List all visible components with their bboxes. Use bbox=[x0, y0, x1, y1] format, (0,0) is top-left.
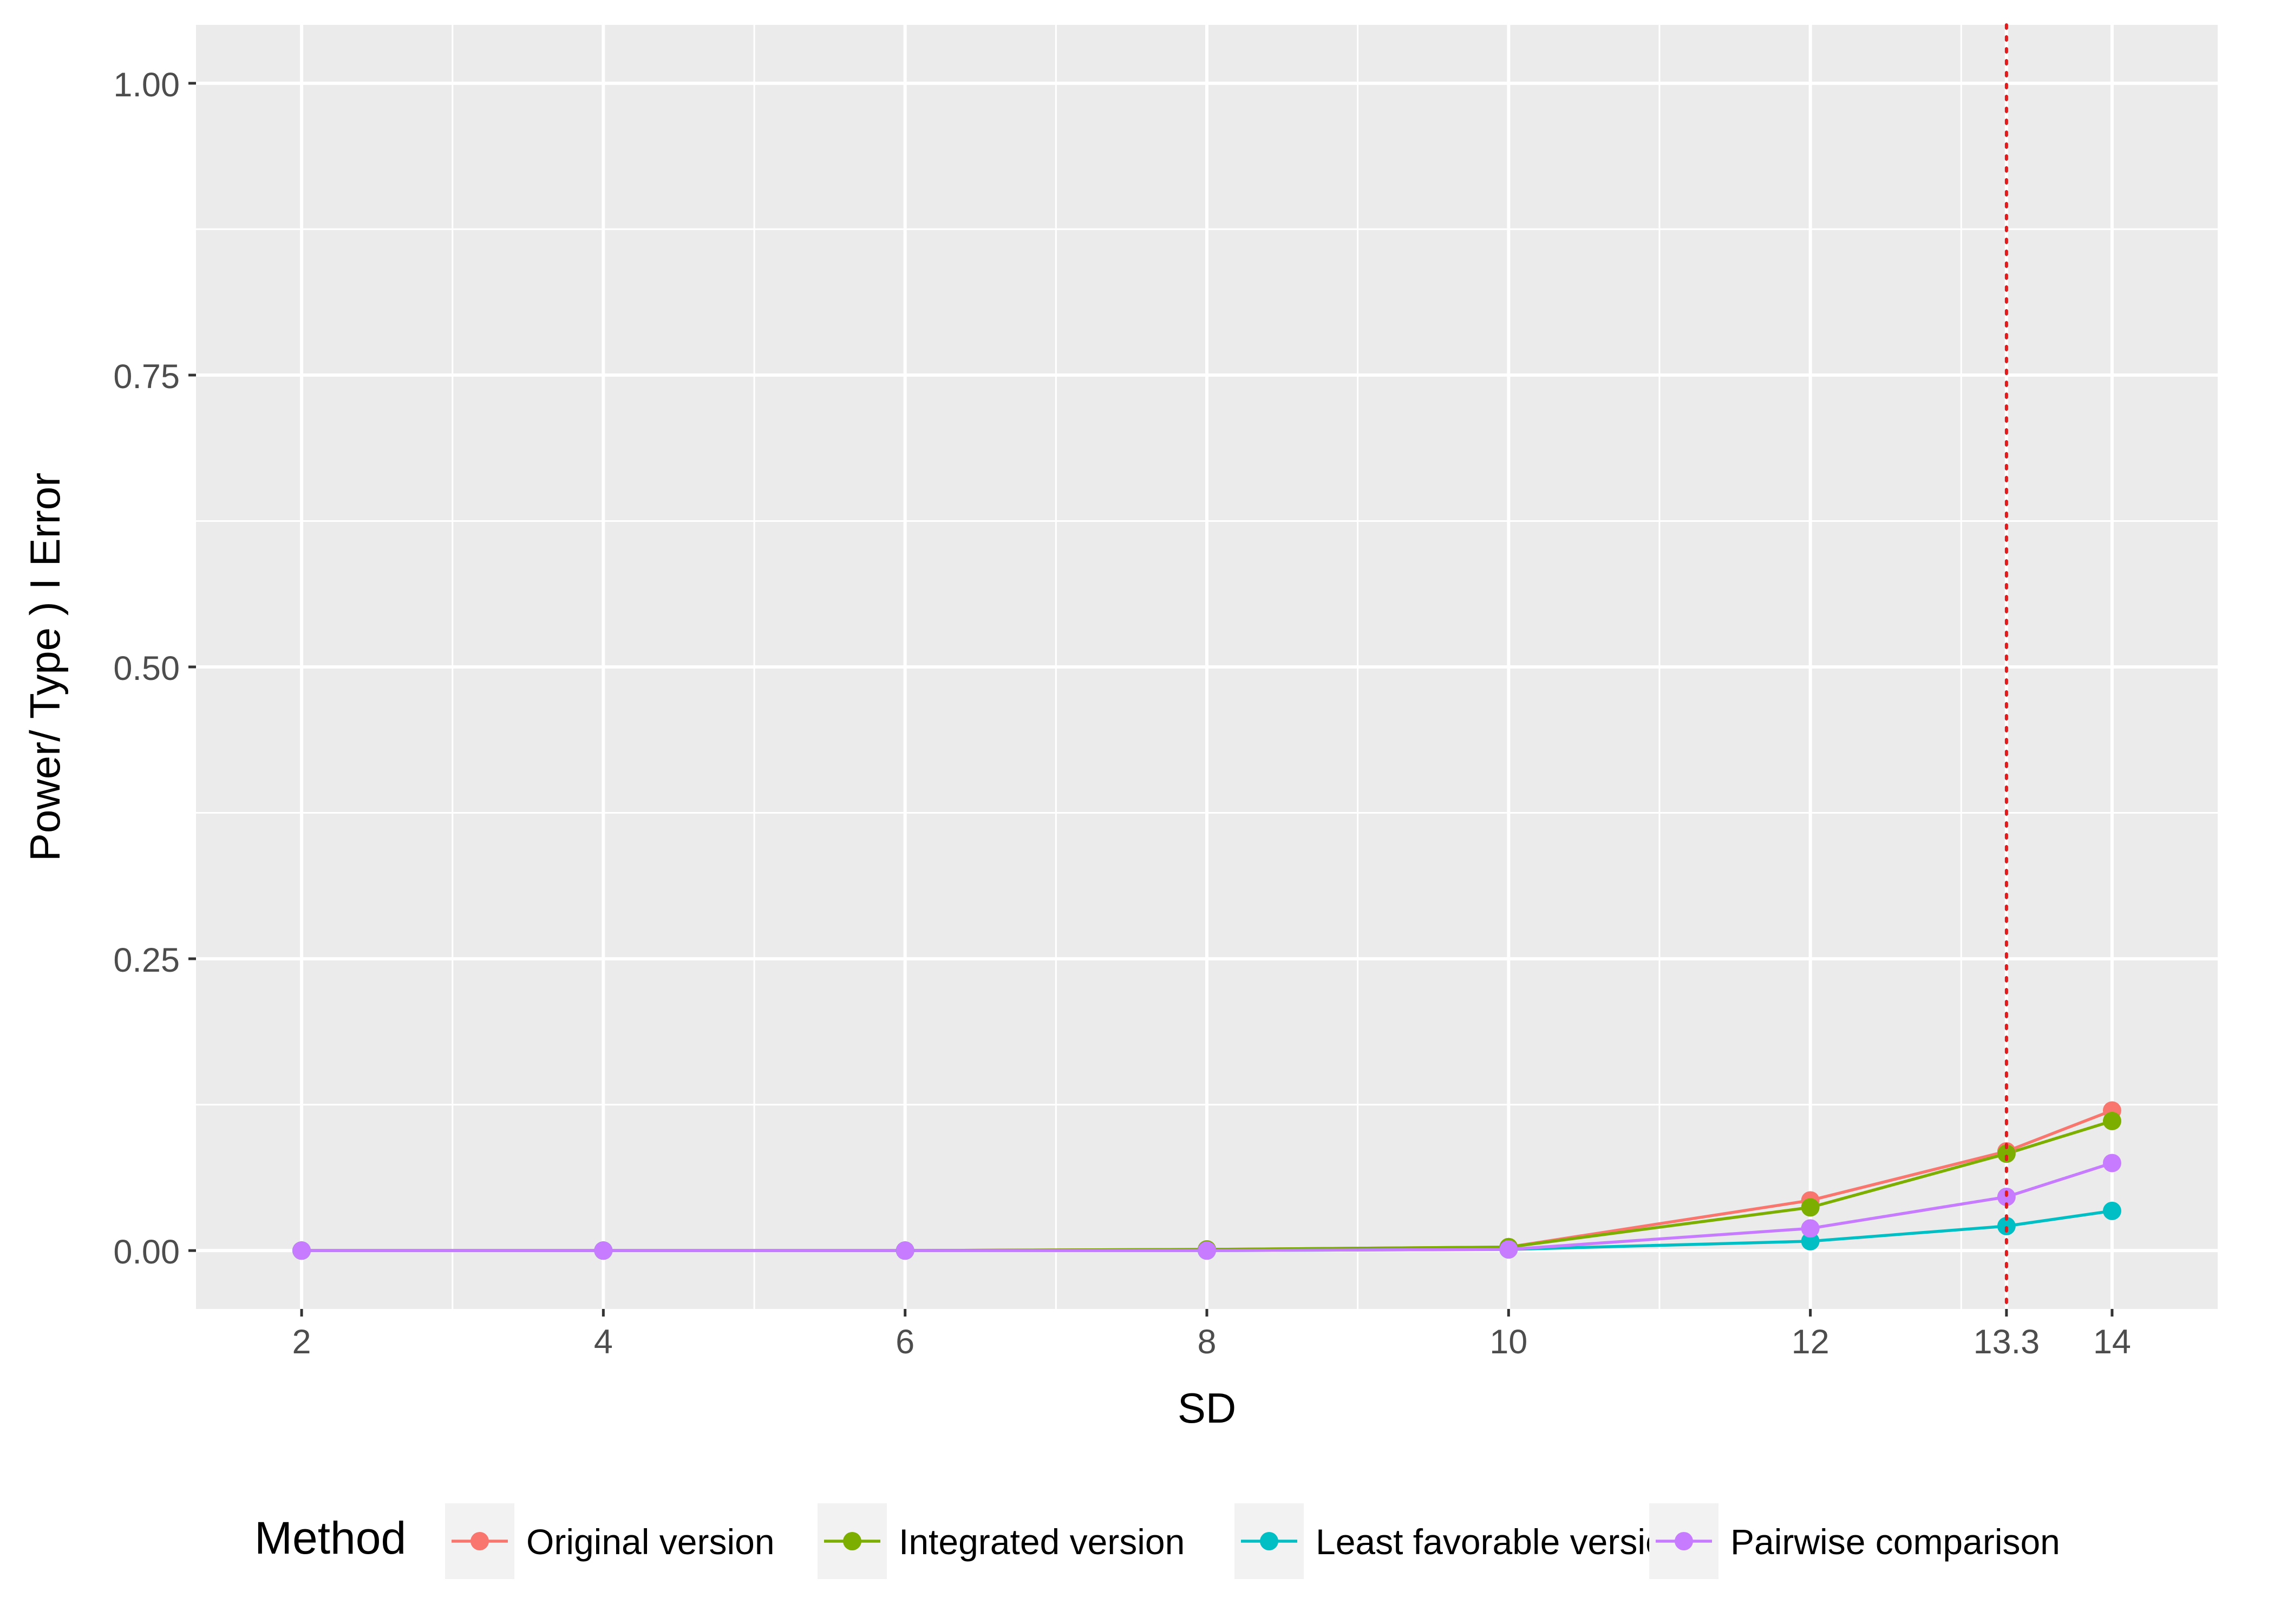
x-tick-label: 6 bbox=[896, 1323, 914, 1361]
x-axis-title: SD bbox=[1178, 1384, 1236, 1432]
data-point-series-3 bbox=[2102, 1201, 2121, 1220]
data-point-series-3 bbox=[1997, 1216, 2016, 1235]
data-point-series-4 bbox=[1801, 1219, 1820, 1238]
legend-title: Method bbox=[254, 1512, 406, 1563]
y-tick-label: 0.00 bbox=[113, 1233, 180, 1271]
x-axis-ticks: 2 4 6 8 10 12 13.3 14 bbox=[292, 1309, 2131, 1361]
series-points bbox=[292, 1101, 2121, 1260]
data-point-series-4 bbox=[896, 1241, 914, 1260]
legend-key-point bbox=[471, 1532, 489, 1550]
data-point-series-4 bbox=[292, 1241, 311, 1260]
data-point-series-4 bbox=[1499, 1240, 1518, 1259]
legend-label: Integrated version bbox=[899, 1522, 1185, 1562]
data-point-series-4 bbox=[594, 1241, 613, 1260]
x-tick-label: 14 bbox=[2093, 1323, 2131, 1361]
y-axis-ticks: 0.00 0.25 0.50 0.75 1.00 bbox=[113, 66, 196, 1271]
legend-key-point bbox=[843, 1532, 861, 1550]
x-tick-label: 2 bbox=[292, 1323, 311, 1361]
legend: Original version Integrated version Least … bbox=[445, 1503, 2060, 1579]
y-tick-label: 1.00 bbox=[113, 66, 180, 104]
x-tick-label: 13.3 bbox=[1974, 1323, 2040, 1361]
x-tick-label: 4 bbox=[594, 1323, 613, 1361]
legend-label: Original version bbox=[526, 1522, 775, 1562]
x-tick-label: 12 bbox=[1792, 1323, 1829, 1361]
series-lines bbox=[302, 1109, 2113, 1252]
legend-key-point bbox=[1675, 1532, 1693, 1550]
y-tick-label: 0.75 bbox=[113, 358, 180, 396]
y-axis-title: Power/ Type ) I Error bbox=[21, 473, 69, 861]
data-point-series-2 bbox=[1997, 1144, 2016, 1163]
y-tick-label: 0.50 bbox=[113, 650, 180, 687]
data-point-series-2 bbox=[2102, 1111, 2121, 1130]
x-tick-label: 10 bbox=[1489, 1323, 1527, 1361]
legend-label: Least favorable version bbox=[1316, 1522, 1685, 1562]
data-point-series-4 bbox=[2102, 1154, 2121, 1173]
x-tick-label: 8 bbox=[1197, 1323, 1216, 1361]
data-point-series-4 bbox=[1198, 1241, 1216, 1260]
data-point-series-2 bbox=[1801, 1198, 1820, 1217]
legend-label: Pairwise comparison bbox=[1730, 1522, 2060, 1562]
legend-key-point bbox=[1260, 1532, 1278, 1550]
y-tick-label: 0.25 bbox=[113, 941, 180, 979]
series-line-4 bbox=[302, 1161, 2113, 1252]
data-point-series-3 bbox=[1801, 1232, 1820, 1250]
